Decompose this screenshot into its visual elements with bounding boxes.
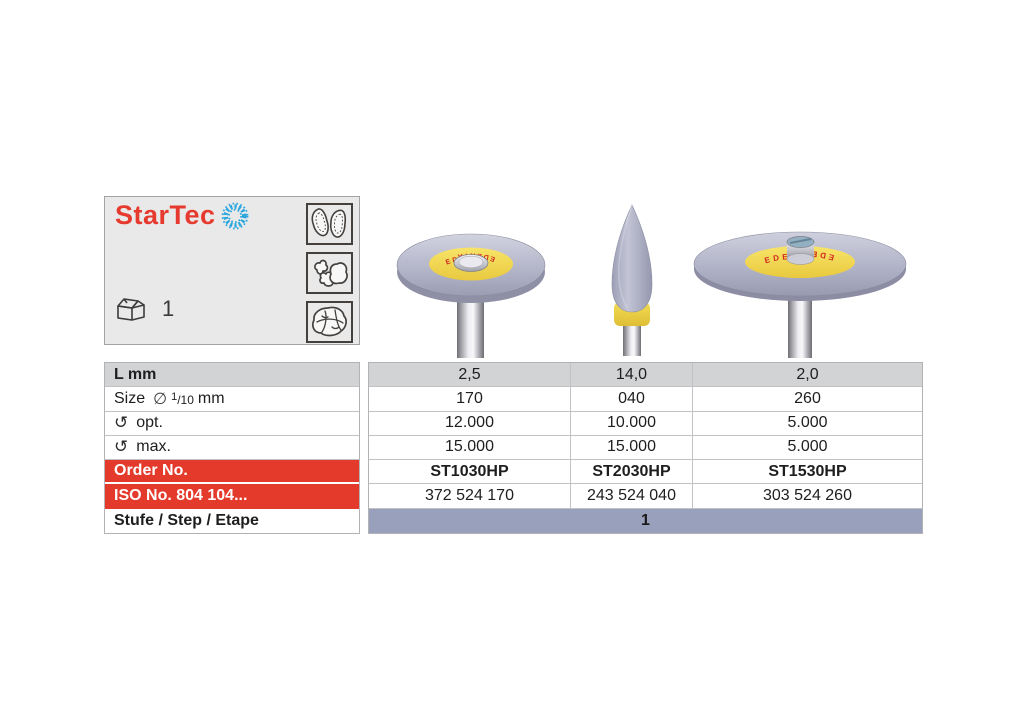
disc-polisher-image: EDENTA EDENTA	[693, 231, 907, 358]
value-size-col3: 260	[693, 387, 922, 412]
series-title: StarTec	[115, 200, 216, 230]
table-row-label-length: L mm	[105, 363, 359, 388]
wheel-polisher-image: EDENTA EDENTA	[396, 233, 546, 358]
value-iso-no-col1: 372 524 170	[369, 484, 571, 509]
rotation-icon: ↺	[114, 436, 129, 457]
rotation-icon: ↺	[114, 412, 129, 433]
diamond-disc-icon	[221, 202, 249, 230]
spec-table-values: 2,5 14,0 2,0 170 040 260 12.000 10.000 5…	[368, 362, 923, 534]
value-length-col2: 14,0	[571, 363, 693, 388]
value-iso-no-col3: 303 524 260	[693, 484, 922, 509]
package-box-icon	[117, 298, 145, 321]
package-quantity-row: 1	[114, 294, 174, 324]
table-row-label-step: Stufe / Step / Etape	[114, 511, 259, 529]
molar-occlusal-icon	[306, 301, 353, 343]
value-size-col2: 040	[571, 387, 693, 412]
value-step-band: 1	[369, 508, 922, 533]
package-quantity: 1	[162, 296, 175, 321]
diameter-icon: ∅	[153, 390, 168, 408]
value-max-col3: 5.000	[693, 436, 922, 461]
table-row-label-size: Size ∅ 1/10 mm	[105, 387, 359, 412]
value-max-col1: 15.000	[369, 435, 571, 461]
table-row-label-max-speed: ↺ max.	[105, 436, 359, 461]
indication-icon-list	[306, 203, 353, 343]
table-row-label-opt-speed: ↺ opt.	[105, 412, 359, 436]
flame-polisher-image	[611, 204, 653, 356]
value-opt-col1: 12.000	[369, 411, 571, 436]
value-opt-col3: 5.000	[693, 412, 922, 436]
table-row-label-iso-no: ISO No. 804 104...	[105, 484, 359, 509]
veneers-icon	[306, 203, 353, 245]
product-info-box: StarTec	[104, 196, 360, 345]
value-length-col3: 2,0	[693, 363, 922, 388]
value-length-col1: 2,5	[369, 363, 571, 388]
value-size-col1: 170	[369, 387, 571, 412]
spec-table-labels: L mm Size ∅ 1/10 mm ↺ opt. ↺ max. Order …	[104, 362, 360, 534]
value-order-no-col2: ST2030HP	[571, 460, 693, 485]
fraction-label: 1/10	[171, 390, 194, 407]
crowns-icon	[306, 252, 353, 294]
value-max-col2: 15.000	[571, 435, 693, 461]
value-order-no-col1: ST1030HP	[369, 460, 571, 485]
value-iso-no-col2: 243 524 040	[571, 484, 693, 509]
value-opt-col2: 10.000	[571, 411, 693, 436]
value-order-no-col3: ST1530HP	[693, 460, 922, 485]
table-row-label-order-no: Order No.	[105, 460, 359, 485]
